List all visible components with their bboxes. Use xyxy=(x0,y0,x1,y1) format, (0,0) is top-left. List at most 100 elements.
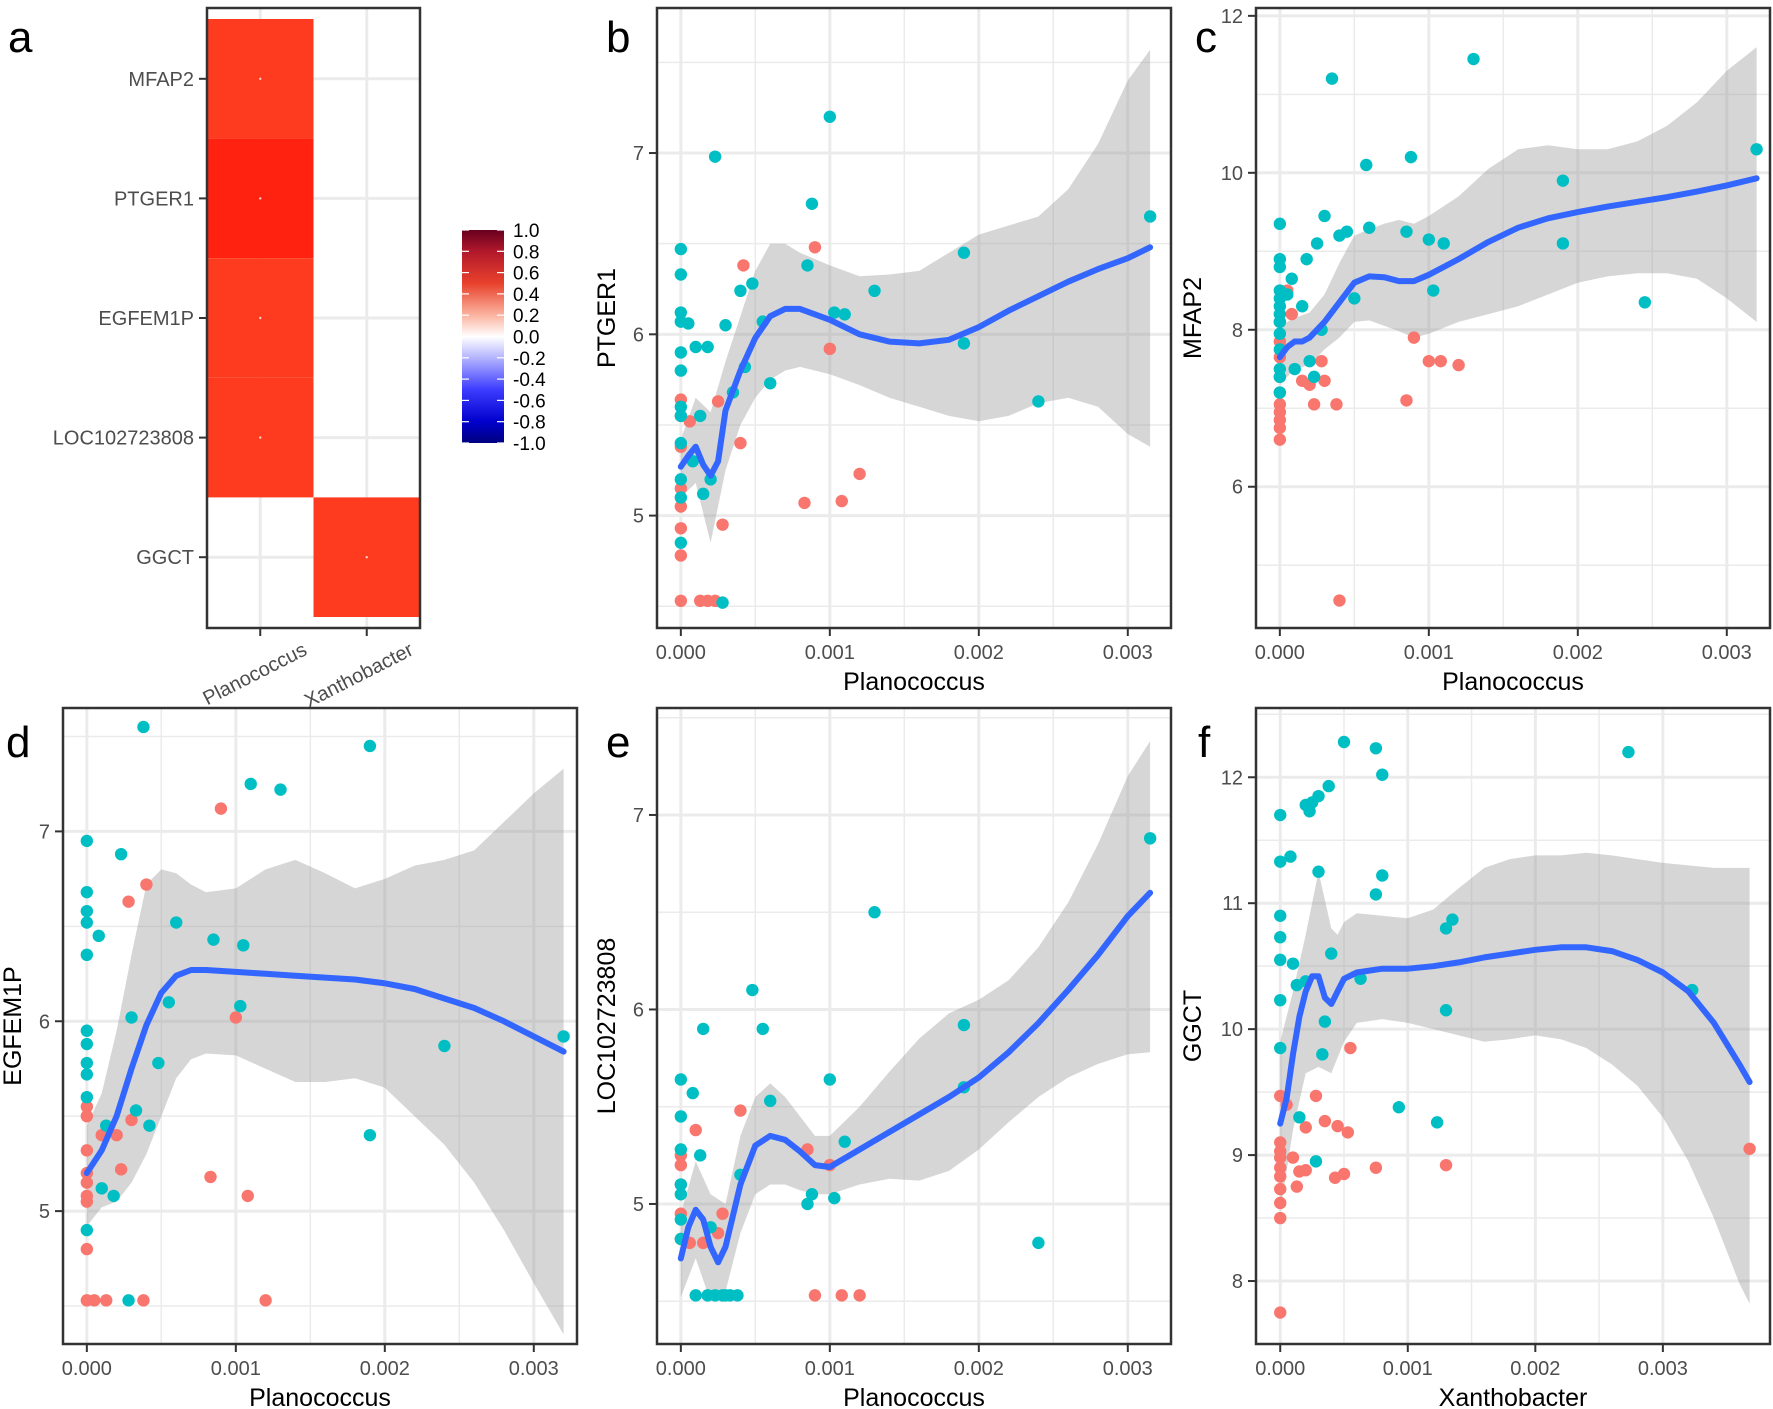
x-tick-label: 0.003 xyxy=(1103,1358,1153,1380)
scatter-point-teal xyxy=(125,1011,138,1024)
scatter-point-salmon xyxy=(80,1100,94,1113)
scatter-point-teal xyxy=(674,1143,688,1156)
scatter-point-salmon xyxy=(853,467,866,481)
panel-f: f 0.000 0.001 0.002 0.003 8 9 10 11 12 Xanthobacte… xyxy=(1179,706,1772,1409)
scatter-point-teal xyxy=(237,939,250,952)
scatter-point-teal xyxy=(674,1110,688,1123)
scatter-point-salmon xyxy=(229,1011,243,1024)
scatter-point-teal xyxy=(805,197,819,210)
legend-tick-label: 0.4 xyxy=(513,285,540,306)
scatter-point-salmon xyxy=(214,802,228,815)
panel-tag-f: f xyxy=(1198,718,1211,767)
scatter-point-teal xyxy=(674,491,688,504)
scatter-point-teal xyxy=(95,1182,108,1195)
scatter-point-teal xyxy=(1348,292,1361,305)
scatter-point-salmon xyxy=(1273,433,1287,446)
x-tick-label: 0.000 xyxy=(62,1358,112,1380)
scatter-point-salmon xyxy=(823,342,837,356)
scatter-point-salmon xyxy=(674,549,688,562)
scatter-point-teal xyxy=(1404,150,1418,164)
scatter-point-teal xyxy=(1274,855,1287,868)
scatter-point-salmon xyxy=(1743,1142,1756,1155)
scatter-point-teal xyxy=(1295,300,1309,313)
scatter-point-teal xyxy=(764,377,777,390)
scatter-point-teal xyxy=(92,929,105,943)
scatter-point-salmon xyxy=(80,1144,94,1157)
legend-tick-label: -0.2 xyxy=(513,349,546,370)
y-tick-label: 12 xyxy=(1221,767,1243,789)
panel-border xyxy=(655,706,1173,1346)
scatter-point-teal xyxy=(694,409,707,423)
scatter-point-teal xyxy=(363,739,377,753)
scatter-point-teal xyxy=(823,1073,837,1086)
column-label: Xanthobacter xyxy=(301,639,417,713)
x-tick-label: 0.001 xyxy=(805,1358,855,1380)
scatter-point-salmon xyxy=(1273,421,1287,435)
scatter-point-salmon xyxy=(1274,1182,1287,1196)
scatter-point-teal xyxy=(137,720,150,734)
scatter-point-teal xyxy=(1293,1111,1306,1124)
scatter-point-teal xyxy=(1363,221,1376,234)
scatter-point-teal xyxy=(696,487,710,501)
scatter-point-teal xyxy=(1325,72,1339,85)
row-label: LOC102723808 xyxy=(53,428,194,450)
scatter-point-salmon xyxy=(110,1128,123,1142)
x-tick-label: 0.000 xyxy=(656,1358,706,1380)
panel-border xyxy=(1254,6,1772,630)
scatter-point-salmon xyxy=(1299,1121,1312,1134)
y-axis-title: MFAP2 xyxy=(1179,277,1207,359)
scatter-point-teal xyxy=(1300,252,1313,266)
y-tick-label: 10 xyxy=(1221,1019,1243,1041)
scatter-point-teal xyxy=(674,242,688,256)
scatter-point-salmon xyxy=(1274,1089,1287,1103)
scatter-point-salmon xyxy=(1407,331,1421,344)
scatter-point-teal xyxy=(1622,745,1635,759)
x-axis-title: Planococcus xyxy=(1442,668,1584,696)
scatter-point-teal xyxy=(1430,1116,1444,1129)
plot-background xyxy=(1256,8,1770,628)
scatter-point-teal xyxy=(696,1022,710,1036)
scatter-point-salmon xyxy=(835,1289,848,1302)
scatter-point-salmon xyxy=(259,1294,272,1307)
scatter-point-salmon xyxy=(1344,1041,1357,1055)
scatter-point-salmon xyxy=(100,1294,113,1307)
scatter-point-teal xyxy=(674,536,688,549)
scatter-point-salmon xyxy=(737,259,750,272)
scatter-point-teal xyxy=(1312,789,1325,803)
confidence-band xyxy=(680,741,1151,1302)
plot-area xyxy=(1256,8,1770,628)
x-tick-label: 0.001 xyxy=(805,642,855,664)
x-tick-label: 0.003 xyxy=(509,1358,559,1380)
scatter-point-teal xyxy=(746,983,759,997)
scatter-point-teal xyxy=(682,317,695,330)
panel-tag-a: a xyxy=(8,13,33,62)
scatter-point-teal xyxy=(674,306,688,319)
scatter-point-teal xyxy=(756,1022,769,1036)
panel-c: c 0.000 0.001 0.002 0.003 6 8 10 12 Planococcus MF… xyxy=(1179,6,1772,696)
scatter-point-teal xyxy=(674,1073,688,1086)
scatter-point-teal xyxy=(1309,1155,1323,1168)
legend-tick-label: -1.0 xyxy=(513,434,546,455)
x-tick-label: 0.002 xyxy=(954,642,1004,664)
panel-b: b 0.000 0.001 0.002 0.003 5 6 7 Planococcus PTGER… xyxy=(593,6,1173,696)
y-tick-label: 6 xyxy=(39,1011,50,1033)
scatter-point-salmon xyxy=(1315,354,1328,368)
y-tick-label: 9 xyxy=(1232,1145,1243,1167)
scatter-point-teal xyxy=(1354,972,1367,985)
heatmap-cell-marker xyxy=(259,316,262,320)
scatter-point-teal xyxy=(80,1223,94,1237)
scatter-point-teal xyxy=(1376,869,1389,882)
scatter-point-teal xyxy=(1322,779,1335,793)
x-tick-label: 0.000 xyxy=(1255,1358,1305,1380)
plot-area xyxy=(657,708,1171,1344)
y-tick-label: 11 xyxy=(1222,893,1243,915)
scatter-point-teal xyxy=(1316,1048,1329,1061)
scatter-point-teal xyxy=(957,1018,971,1032)
panel-border xyxy=(61,706,579,1346)
x-tick-label: 0.002 xyxy=(360,1358,410,1380)
scatter-point-teal xyxy=(80,916,94,929)
scatter-point-teal xyxy=(957,246,971,259)
fit-line xyxy=(1276,175,1760,361)
scatter-point-teal xyxy=(80,904,94,918)
